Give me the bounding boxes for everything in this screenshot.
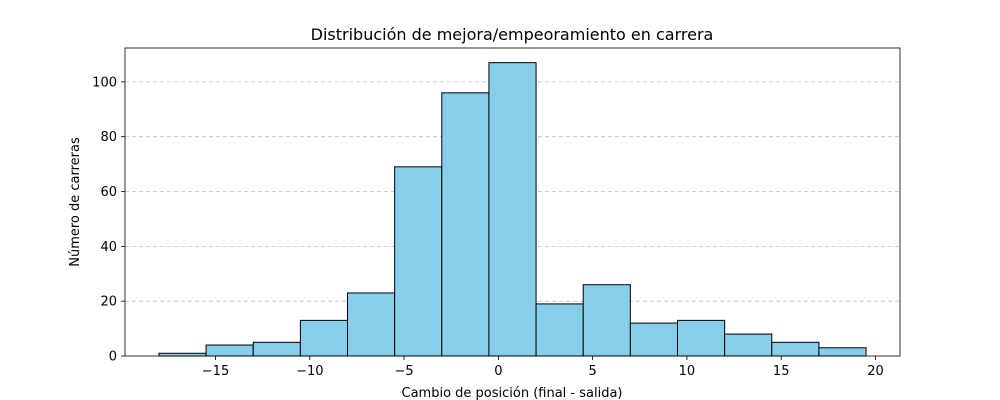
- y-tick-label: 80: [100, 130, 117, 145]
- chart-title: Distribución de mejora/empeoramiento en …: [311, 25, 714, 44]
- x-tick-label: 15: [773, 364, 790, 379]
- x-tick-label: 10: [679, 364, 696, 379]
- y-axis-ticks: 0 20 40 60 80 100: [92, 75, 125, 365]
- x-axis-ticks: −15 −10 −5 0 5 10 15 20: [202, 356, 884, 379]
- y-axis-label: Número de carreras: [68, 137, 83, 267]
- histogram-bar: [629, 322, 678, 357]
- histogram-bar: [394, 166, 443, 357]
- histogram-bar: [252, 341, 301, 357]
- histogram-bar: [299, 319, 349, 357]
- x-tick-label: 5: [588, 364, 596, 379]
- plot-area-frame: [124, 47, 901, 357]
- x-tick-label: −5: [394, 364, 413, 379]
- bars: [158, 62, 867, 357]
- y-tick-label: 100: [92, 75, 117, 90]
- histogram-bar: [441, 92, 490, 357]
- y-tick-label: 60: [100, 185, 117, 200]
- x-tick-label: 0: [494, 364, 502, 379]
- histogram-bar: [676, 319, 726, 357]
- histogram-bar: [205, 344, 254, 357]
- y-tick-label: 0: [109, 350, 117, 365]
- histogram-bar: [158, 352, 207, 357]
- histogram-bar: [488, 62, 537, 357]
- x-tick-label: −10: [296, 364, 323, 379]
- histogram-bar: [818, 347, 867, 357]
- histogram-bar: [582, 284, 631, 357]
- histogram-bar: [771, 341, 820, 357]
- y-tick-label: 20: [100, 295, 117, 310]
- y-tick-label: 40: [100, 240, 117, 255]
- histogram-bar: [724, 333, 773, 357]
- x-tick-label: 20: [867, 364, 884, 379]
- x-tick-label: −15: [202, 364, 229, 379]
- x-axis-label: Cambio de posición (final - salida): [402, 386, 623, 400]
- histogram-bar: [347, 292, 396, 357]
- histogram-bar: [535, 303, 584, 357]
